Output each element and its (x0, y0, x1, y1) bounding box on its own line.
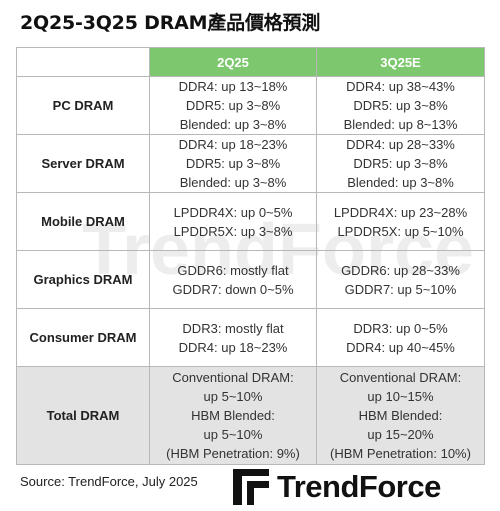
cell-mobile-dram-3q25e: LPDDR4X: up 23~28% LPDDR5X: up 5~10% (316, 192, 485, 251)
cell-line: Blended: up 8~13% (343, 117, 458, 132)
cell-line: GDDR7: down 0~5% (172, 281, 294, 297)
source-note: Source: TrendForce, July 2025 (20, 474, 198, 489)
cell-line: LPDDR4X: up 0~5% (173, 204, 293, 220)
cell-line: LPDDR5X: up 3~8% (173, 223, 293, 239)
cell-line: (HBM Penetration: 10%) (330, 446, 471, 461)
header-blank-cell (16, 47, 150, 77)
row-label-server-dram: Server DRAM (16, 134, 150, 193)
cell-line: DDR4: up 28~33% (346, 137, 455, 152)
cell-line: DDR4: up 38~43% (346, 79, 455, 94)
cell-total-dram-3q25e: Conventional DRAM: up 10~15% HBM Blended… (316, 366, 485, 465)
row-label-graphics-dram: Graphics DRAM (16, 250, 150, 309)
cell-line: DDR4: up 13~18% (178, 79, 288, 94)
cell-line: LPDDR4X: up 23~28% (333, 204, 468, 220)
cell-line: up 5~10% (203, 427, 263, 442)
table-row-consumer-dram: Consumer DRAM DDR3: mostly flat DDR4: up… (16, 308, 485, 367)
row-label-consumer-dram: Consumer DRAM (16, 308, 150, 367)
cell-line: DDR5: up 3~8% (185, 98, 281, 113)
cell-server-dram-2q25: DDR4: up 18~23% DDR5: up 3~8% Blended: u… (149, 134, 317, 193)
cell-server-dram-3q25e: DDR4: up 28~33% DDR5: up 3~8% Blended: u… (316, 134, 485, 193)
page-title: 2Q25-3Q25 DRAM產品價格預測 (20, 12, 321, 34)
cell-mobile-dram-2q25: LPDDR4X: up 0~5% LPDDR5X: up 3~8% (149, 192, 317, 251)
cell-line: LPDDR5X: up 5~10% (337, 223, 464, 239)
cell-line: DDR4: up 40~45% (346, 339, 455, 355)
cell-line: Conventional DRAM: (172, 370, 294, 385)
cell-line: DDR3: mostly flat (182, 320, 284, 336)
table-header-row: 2Q25 3Q25E (16, 47, 485, 77)
trendforce-logo: TrendForce (233, 469, 441, 505)
header-2q25: 2Q25 (149, 47, 317, 77)
cell-line: DDR5: up 3~8% (353, 98, 448, 113)
cell-line: DDR4: up 18~23% (178, 339, 288, 355)
cell-line: DDR5: up 3~8% (353, 156, 448, 171)
cell-line: up 5~10% (203, 389, 263, 404)
cell-line: GDDR6: up 28~33% (341, 262, 460, 278)
cell-graphics-dram-3q25e: GDDR6: up 28~33% GDDR7: up 5~10% (316, 250, 485, 309)
price-forecast-table: 2Q25 3Q25E PC DRAM DDR4: up 13~18% DDR5:… (16, 47, 485, 465)
cell-line: DDR4: up 18~23% (178, 137, 288, 152)
cell-pc-dram-3q25e: DDR4: up 38~43% DDR5: up 3~8% Blended: u… (316, 76, 485, 135)
row-label-mobile-dram: Mobile DRAM (16, 192, 150, 251)
cell-line: GDDR6: mostly flat (177, 262, 289, 278)
cell-consumer-dram-2q25: DDR3: mostly flat DDR4: up 18~23% (149, 308, 317, 367)
cell-total-dram-2q25: Conventional DRAM: up 5~10% HBM Blended:… (149, 366, 317, 465)
table-row-graphics-dram: Graphics DRAM GDDR6: mostly flat GDDR7: … (16, 250, 485, 309)
table-row-total-dram: Total DRAM Conventional DRAM: up 5~10% H… (16, 366, 485, 465)
cell-graphics-dram-2q25: GDDR6: mostly flat GDDR7: down 0~5% (149, 250, 317, 309)
row-label-total-dram: Total DRAM (16, 366, 150, 465)
cell-pc-dram-2q25: DDR4: up 13~18% DDR5: up 3~8% Blended: u… (149, 76, 317, 135)
table-row-pc-dram: PC DRAM DDR4: up 13~18% DDR5: up 3~8% Bl… (16, 76, 485, 135)
cell-line: DDR5: up 3~8% (185, 156, 281, 171)
cell-line: (HBM Penetration: 9%) (166, 446, 300, 461)
cell-line: up 15~20% (367, 427, 434, 442)
table-row-server-dram: Server DRAM DDR4: up 18~23% DDR5: up 3~8… (16, 134, 485, 193)
trendforce-logo-icon (233, 469, 269, 505)
cell-line: DDR3: up 0~5% (353, 320, 448, 336)
cell-consumer-dram-3q25e: DDR3: up 0~5% DDR4: up 40~45% (316, 308, 485, 367)
logo-text: TrendForce (277, 469, 441, 504)
cell-line: up 10~15% (367, 389, 434, 404)
header-3q25e: 3Q25E (316, 47, 485, 77)
cell-line: Conventional DRAM: (339, 370, 462, 385)
cell-line: HBM Blended: (358, 408, 443, 423)
cell-line: Blended: up 3~8% (347, 175, 454, 190)
cell-line: Blended: up 3~8% (179, 175, 287, 190)
table-row-mobile-dram: Mobile DRAM LPDDR4X: up 0~5% LPDDR5X: up… (16, 192, 485, 251)
cell-line: Blended: up 3~8% (179, 117, 287, 132)
cell-line: HBM Blended: (191, 408, 275, 423)
row-label-pc-dram: PC DRAM (16, 76, 150, 135)
cell-line: GDDR7: up 5~10% (344, 281, 457, 297)
